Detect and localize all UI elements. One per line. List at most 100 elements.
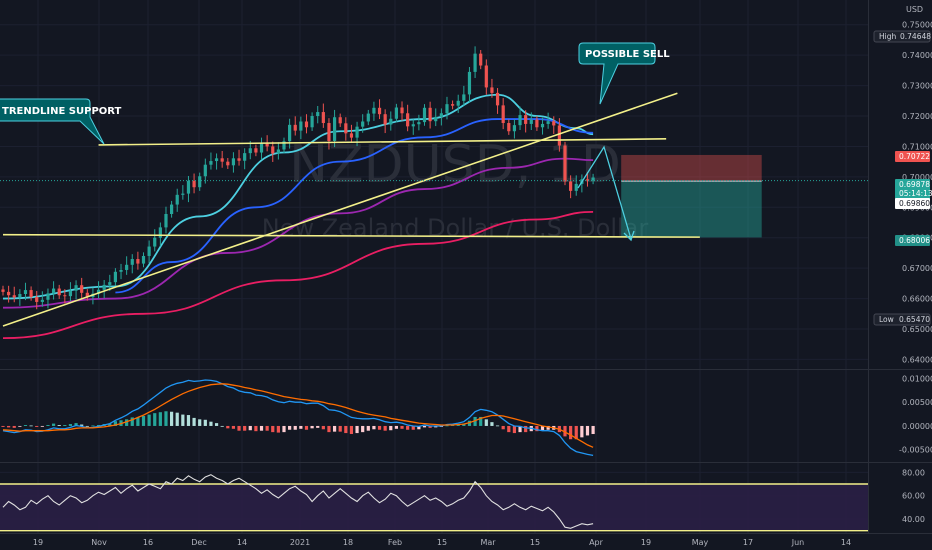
candle-body — [299, 121, 303, 131]
macd-histogram-bar — [220, 425, 224, 427]
macd-histogram-bar — [12, 425, 16, 428]
candle-body — [529, 119, 533, 124]
candle-body — [557, 125, 561, 146]
macd-histogram-bar — [372, 425, 376, 430]
candle-body — [456, 100, 460, 106]
candle-body — [1, 289, 5, 292]
macd-histogram-bar — [51, 423, 56, 426]
time-tick-label: 2021 — [290, 538, 310, 547]
macd-histogram-bar — [254, 425, 258, 432]
candle-body — [400, 107, 404, 114]
signal-line — [2, 383, 594, 448]
candle-body — [428, 107, 432, 122]
candle-body — [327, 123, 331, 141]
candle-body — [574, 183, 578, 191]
candle-body — [108, 282, 112, 285]
candle-body — [237, 158, 241, 161]
price-tick-label: 0.66000 — [902, 295, 932, 304]
macd-histogram-bar — [214, 423, 219, 426]
high-tag-label: High — [879, 32, 896, 41]
time-tick-label: 14 — [237, 538, 247, 547]
candle-body — [389, 118, 393, 125]
macd-histogram-bar — [96, 425, 101, 426]
time-axis[interactable]: 19 Nov 16 Dec 14 2021 18 Feb 15 Mar 15 Apr 19 May 17 Ju… — [33, 538, 851, 547]
candle-body — [344, 123, 348, 134]
watermark-description: New Zealand Dollar / U.S. Dollar — [262, 214, 649, 242]
candlesticks — [1, 46, 595, 310]
trendlines[interactable] — [2, 92, 700, 327]
macd-histogram-bar — [304, 425, 309, 430]
time-tick-label: Dec — [191, 538, 206, 547]
candle-body — [74, 285, 78, 291]
projected-path-arrow[interactable] — [577, 145, 635, 242]
candle-body — [288, 124, 292, 142]
macd-histogram-bar — [462, 423, 466, 426]
macd-histogram-bar — [147, 414, 151, 426]
macd-line — [2, 379, 594, 457]
macd-histogram-bar — [153, 413, 157, 426]
price-tick-label: 0.64000 — [902, 355, 932, 364]
possible-sell-callout[interactable]: POSSIBLE SELL — [578, 42, 670, 105]
macd-histogram-bar — [46, 425, 50, 426]
candle-body — [141, 255, 146, 264]
macd-histogram-bar — [91, 425, 95, 427]
candle-body — [479, 53, 483, 66]
macd-histogram-bar — [417, 425, 421, 430]
candle-body — [136, 259, 140, 264]
macd-histogram-bar — [479, 416, 483, 426]
take-profit-zone[interactable] — [621, 181, 762, 238]
macd-histogram-bar — [355, 425, 359, 434]
macd-histogram-bar — [422, 425, 427, 428]
price-tick-label: 0.75000 — [902, 21, 932, 30]
candle-body — [501, 105, 505, 124]
candle-body — [46, 293, 50, 300]
candle-body — [512, 125, 517, 132]
candle-body — [170, 204, 174, 214]
candle-body — [422, 107, 427, 123]
candle-body — [265, 143, 269, 147]
macd-histogram-bar — [585, 425, 590, 436]
macd-histogram-bar — [456, 424, 460, 426]
candle-body — [214, 158, 219, 162]
candle-body — [434, 116, 438, 122]
rsi-tick-label: 60.00 — [902, 492, 925, 501]
candle-body — [293, 124, 297, 131]
candle-body — [203, 164, 207, 177]
macd-histogram-bar — [434, 425, 438, 428]
macd-histogram-bar — [411, 425, 415, 430]
candle-body — [563, 145, 567, 182]
candle-body — [377, 107, 382, 115]
time-tick-label: 15 — [530, 538, 540, 547]
candle-body — [417, 122, 421, 125]
price-tick-label: 0.65000 — [902, 325, 932, 334]
low-tag-label: Low — [879, 315, 894, 324]
macd-histogram-bar — [400, 425, 404, 429]
macd-tick-label: 0.00000 — [902, 422, 932, 431]
candle-body — [271, 146, 275, 154]
macd-histogram-bar — [445, 425, 449, 427]
candle-body — [85, 292, 89, 298]
candle-body — [40, 299, 44, 302]
macd-histogram-bar — [23, 425, 28, 426]
macd-histogram-bar — [259, 425, 264, 431]
short-position-tool[interactable] — [621, 154, 762, 238]
rsi-band — [0, 484, 868, 531]
macd-histogram-bar — [248, 425, 252, 431]
price-tick-label: 0.70000 — [902, 173, 932, 182]
horizontal-trendline[interactable] — [98, 138, 667, 146]
diagonal-trendline[interactable] — [2, 92, 678, 327]
stop-price-tag: 0.70722 — [895, 151, 930, 162]
macd-histogram-bar — [1, 425, 5, 427]
macd-histogram-bar — [203, 419, 207, 426]
candle-body — [361, 121, 365, 127]
macd-histogram-bar — [170, 411, 174, 426]
trendline-support-callout[interactable]: TRENDLINE SUPPORT — [0, 98, 122, 145]
candle-body — [254, 148, 258, 153]
candle-body — [220, 158, 224, 162]
macd-histogram-bar — [540, 425, 545, 431]
current-price-tag: 0.69878 05:14:13 — [895, 179, 932, 199]
stop-loss-zone[interactable] — [621, 154, 762, 182]
horizontal-trendline[interactable] — [2, 233, 700, 238]
candle-body — [467, 71, 472, 95]
